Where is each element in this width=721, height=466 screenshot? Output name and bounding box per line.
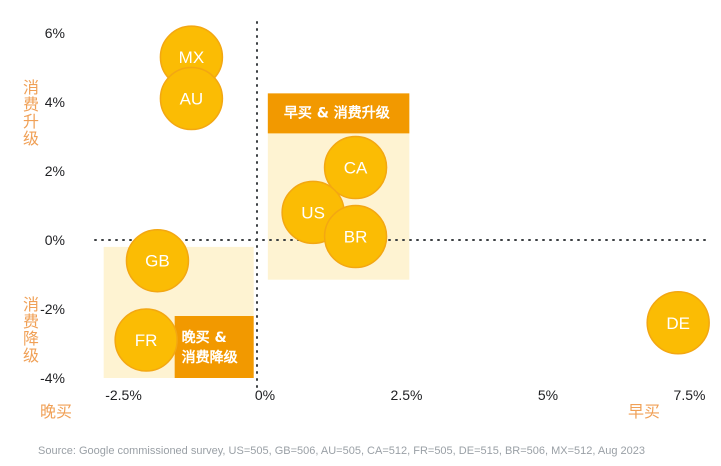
- y-tick-label: 4%: [45, 94, 65, 110]
- y-tick-label: -2%: [40, 301, 65, 317]
- bubble-label-gb: GB: [145, 252, 170, 271]
- bubble-ca: [323, 135, 388, 200]
- bubble-label-ca: CA: [344, 159, 368, 178]
- bubble-label-mx: MX: [179, 48, 205, 67]
- bubble-label-au: AU: [180, 90, 204, 109]
- x-tick-label: 2.5%: [391, 387, 423, 403]
- bubble-label-de: DE: [666, 314, 690, 333]
- quadrant-label-box-early-upgrade: [267, 93, 410, 134]
- y-tick-label: -4%: [40, 370, 65, 386]
- quadrant-label-late-downgrade-line-0: 晚买 &: [182, 329, 227, 346]
- x-tick-label: 0%: [255, 387, 275, 403]
- x-axis-label-negative: 晚买: [40, 402, 73, 421]
- quadrant-label-box-late-downgrade: [174, 316, 254, 378]
- bubble-de: [646, 291, 710, 355]
- y-tick-label: 6%: [45, 25, 65, 41]
- quadrant-label-late-downgrade-line-1: 消费降级: [182, 349, 239, 366]
- bubble-label-fr: FR: [135, 331, 158, 350]
- y-tick-label: 0%: [45, 232, 65, 248]
- bubble-au: [159, 66, 224, 131]
- x-tick-label: 7.5%: [674, 387, 706, 403]
- quadrant-label-early-upgrade: 早买 & 消费升级: [284, 104, 391, 121]
- bubble-gb: [125, 228, 190, 293]
- source-note: Source: Google commissioned survey, US=5…: [38, 445, 646, 457]
- bubble-label-br: BR: [344, 228, 368, 247]
- bubble-fr: [114, 308, 178, 372]
- y-axis-label-positive: 消费升级: [22, 78, 39, 148]
- bubble-label-us: US: [301, 203, 325, 222]
- y-axis-label-negative: 消费降级: [22, 295, 39, 365]
- y-tick-label: 2%: [45, 163, 65, 179]
- x-tick-label: -2.5%: [105, 387, 142, 403]
- x-tick-label: 5%: [538, 387, 558, 403]
- bubble-br: [323, 204, 388, 269]
- x-axis-label-positive: 早买: [628, 402, 661, 421]
